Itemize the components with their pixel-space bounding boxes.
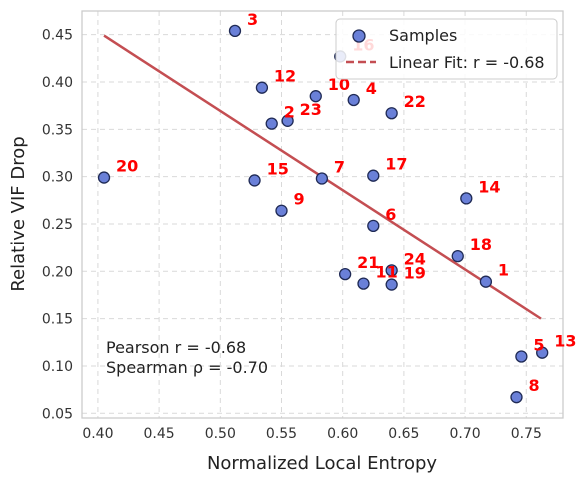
y-tick-label: 0.40	[42, 75, 73, 91]
y-tick-label: 0.30	[42, 170, 73, 186]
spearman-text: Spearman ρ = -0.70	[106, 358, 268, 377]
y-tick-label: 0.15	[42, 312, 73, 328]
legend-fit-label: Linear Fit: r = -0.68	[389, 53, 545, 72]
data-point-6	[367, 219, 380, 233]
data-point-13	[536, 346, 549, 359]
point-label-23: 23	[300, 100, 322, 119]
x-tick-label: 0.70	[450, 426, 481, 442]
point-label-10: 10	[328, 75, 350, 94]
point-label-8: 8	[528, 376, 539, 395]
point-label-19: 19	[404, 264, 426, 283]
x-tick-label: 0.60	[327, 426, 358, 442]
data-point-17	[367, 169, 380, 182]
x-tick-label: 0.45	[144, 426, 175, 442]
y-tick-label: 0.45	[42, 28, 73, 44]
data-point-21	[338, 267, 352, 281]
x-tick-label: 0.55	[266, 426, 297, 442]
x-tick-label: 0.65	[388, 426, 419, 442]
point-label-22: 22	[404, 92, 426, 111]
point-label-13: 13	[554, 332, 576, 351]
data-point-19	[385, 278, 398, 291]
data-point-7	[315, 172, 329, 185]
point-label-2: 2	[284, 103, 295, 122]
data-point-12	[255, 81, 269, 94]
data-point-18	[451, 249, 464, 263]
data-point-15	[248, 174, 261, 187]
legend-box	[335, 18, 558, 80]
y-tick-label: 0.20	[42, 264, 73, 280]
plot-frame	[81, 10, 564, 419]
legend-samples-marker	[352, 29, 366, 43]
point-label-9: 9	[293, 190, 304, 209]
point-label-3: 3	[247, 10, 258, 29]
data-point-2	[265, 117, 278, 130]
stats-annotation: Pearson r = -0.68 Spearman ρ = -0.70	[106, 338, 268, 377]
data-point-4	[347, 93, 360, 107]
data-point-9	[275, 204, 288, 217]
x-tick-label: 0.40	[82, 426, 113, 442]
point-label-1: 1	[498, 261, 509, 280]
point-label-12: 12	[274, 67, 296, 86]
pearson-text: Pearson r = -0.68	[106, 338, 246, 357]
y-tick-label: 0.10	[42, 359, 73, 375]
x-tick-label: 0.75	[511, 426, 542, 442]
data-point-5	[515, 350, 528, 363]
point-label-4: 4	[366, 79, 377, 98]
point-label-11: 11	[376, 263, 398, 282]
data-points	[97, 24, 549, 404]
data-point-3	[228, 24, 242, 38]
legend-samples-label: Samples	[389, 26, 457, 45]
point-labels: 123456789101112131415161718192021222324	[116, 10, 576, 395]
data-point-10	[309, 90, 322, 103]
point-label-14: 14	[478, 177, 500, 196]
y-tick-label: 0.25	[42, 217, 73, 233]
y-tick-label: 0.05	[42, 406, 73, 422]
point-label-17: 17	[385, 155, 407, 174]
data-point-23	[281, 114, 294, 127]
x-tick-label: 0.50	[205, 426, 236, 442]
point-label-7: 7	[334, 158, 345, 177]
data-point-11	[357, 277, 370, 290]
point-label-24: 24	[404, 249, 426, 268]
data-point-8	[510, 391, 523, 404]
point-label-6: 6	[385, 205, 396, 224]
point-label-5: 5	[533, 335, 544, 354]
x-axis-title: Normalized Local Entropy	[207, 453, 437, 474]
legend: Samples Linear Fit: r = -0.68	[335, 18, 558, 80]
point-label-18: 18	[470, 235, 492, 254]
data-point-20	[97, 171, 111, 184]
data-point-22	[385, 107, 398, 120]
data-point-14	[460, 192, 473, 205]
y-axis-title: Relative VIF Drop	[8, 136, 29, 291]
tick-labels: 0.40 0.45 0.50 0.55 0.60 0.65 0.70 0.75 0.05 0.10…	[42, 28, 542, 442]
y-tick-label: 0.35	[42, 122, 73, 138]
data-point-24	[385, 264, 398, 277]
data-point-1	[479, 275, 493, 288]
point-label-20: 20	[116, 157, 138, 176]
point-label-21: 21	[357, 253, 379, 272]
point-label-15: 15	[267, 159, 289, 178]
